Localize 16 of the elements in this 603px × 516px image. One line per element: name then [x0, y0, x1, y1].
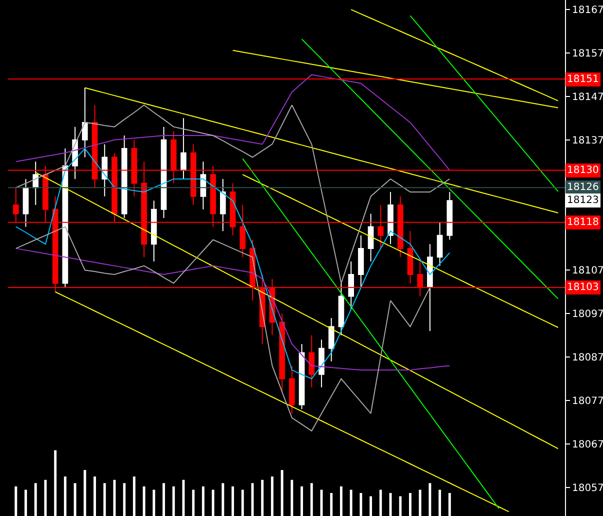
y-tick-label: 18067: [572, 439, 603, 450]
y-tick-label: 18107: [572, 266, 603, 277]
ref-line-label: 18118: [567, 217, 599, 228]
y-tick-label: 18147: [572, 92, 603, 103]
ref-line-label: 18103: [567, 282, 599, 293]
ref-line-label: 18126: [567, 182, 599, 193]
ref-line-label: 18151: [567, 74, 599, 85]
y-tick-label: 18087: [572, 352, 603, 364]
y-tick-label: 18167: [572, 5, 603, 16]
y-tick-label: 18137: [572, 135, 603, 146]
ref-line-label: 18130: [567, 165, 599, 176]
y-tick-label: 18097: [572, 309, 603, 320]
y-tick-label: 18157: [572, 48, 603, 60]
y-tick-label: 18077: [572, 396, 603, 407]
y-tick-label: 18057: [572, 482, 603, 494]
annotation: 18123: [567, 195, 599, 206]
